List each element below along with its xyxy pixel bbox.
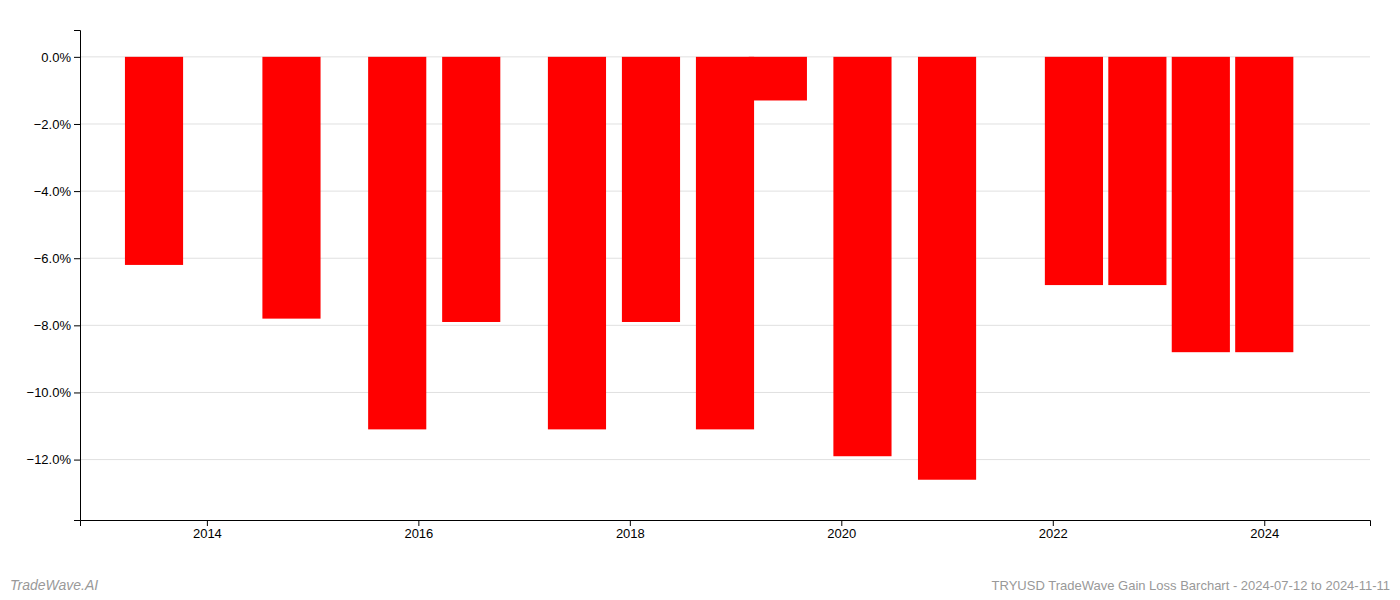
x-tick-label: 2022: [1039, 526, 1068, 541]
x-tick: 2022: [1039, 520, 1068, 541]
y-tick-mark: [74, 258, 80, 259]
y-tick: −4.0%: [34, 184, 80, 199]
y-axis-line: [74, 31, 81, 521]
y-axis: 0.0% −2.0% −4.0% −6.0% −8.0% −10.0% −12.0%: [27, 31, 81, 521]
x-tick-mark: [207, 520, 208, 526]
chart: 2014 2016 2018 2020 2022 2024 0.0% −2.0% −4.0% −6…: [0, 0, 1400, 600]
y-tick-mark: [74, 191, 80, 192]
x-tick-label: 2014: [193, 526, 222, 541]
bar: [918, 57, 976, 480]
x-tick: 2018: [616, 520, 645, 541]
y-tick-label: −2.0%: [34, 117, 72, 132]
watermark: TradeWave.AI: [10, 577, 98, 593]
y-tick-mark: [74, 325, 80, 326]
y-tick: −6.0%: [34, 251, 80, 266]
y-tick-label: −8.0%: [34, 318, 72, 333]
bar: [368, 57, 426, 430]
x-tick-label: 2024: [1250, 526, 1279, 541]
grid: [80, 57, 1370, 460]
footer: TRYUSD TradeWave Gain Loss Barchart - 20…: [992, 578, 1390, 593]
bar: [696, 57, 754, 430]
bar: [1172, 57, 1230, 352]
x-tick: 2024: [1250, 520, 1279, 541]
x-tick: 2016: [404, 520, 433, 541]
bar: [833, 57, 891, 456]
y-tick-mark: [74, 57, 80, 58]
y-tick-mark: [74, 460, 80, 461]
y-tick-label: −12.0%: [27, 452, 72, 467]
x-tick-mark: [841, 520, 842, 526]
bar: [1108, 57, 1166, 285]
y-tick: −10.0%: [27, 385, 80, 400]
bar: [548, 57, 606, 430]
x-tick: 2020: [827, 520, 856, 541]
x-axis-line: [81, 521, 1371, 527]
y-tick: −12.0%: [27, 452, 80, 467]
bar: [262, 57, 320, 319]
y-tick-label: 0.0%: [41, 50, 71, 65]
bar: [749, 57, 807, 101]
bar: [125, 57, 183, 265]
bar: [1045, 57, 1103, 285]
x-tick-label: 2016: [404, 526, 433, 541]
y-tick-mark: [74, 124, 80, 125]
y-tick-mark: [74, 392, 80, 393]
x-tick-mark: [418, 520, 419, 526]
x-tick-mark: [1053, 520, 1054, 526]
bar: [442, 57, 500, 322]
bars: [125, 57, 1293, 480]
x-tick-label: 2020: [827, 526, 856, 541]
x-tick-mark: [630, 520, 631, 526]
y-tick-label: −4.0%: [34, 184, 72, 199]
x-axis: 2014 2016 2018 2020 2022 2024: [81, 520, 1371, 541]
x-tick-label: 2018: [616, 526, 645, 541]
y-tick-label: −10.0%: [27, 385, 72, 400]
y-tick: −8.0%: [34, 318, 80, 333]
bar: [1235, 57, 1293, 352]
y-tick: 0.0%: [41, 50, 80, 65]
x-tick: 2014: [193, 520, 222, 541]
grid-line: [80, 459, 1370, 460]
bar: [622, 57, 680, 322]
x-tick-mark: [1264, 520, 1265, 526]
y-tick-label: −6.0%: [34, 251, 72, 266]
y-tick: −2.0%: [34, 117, 80, 132]
